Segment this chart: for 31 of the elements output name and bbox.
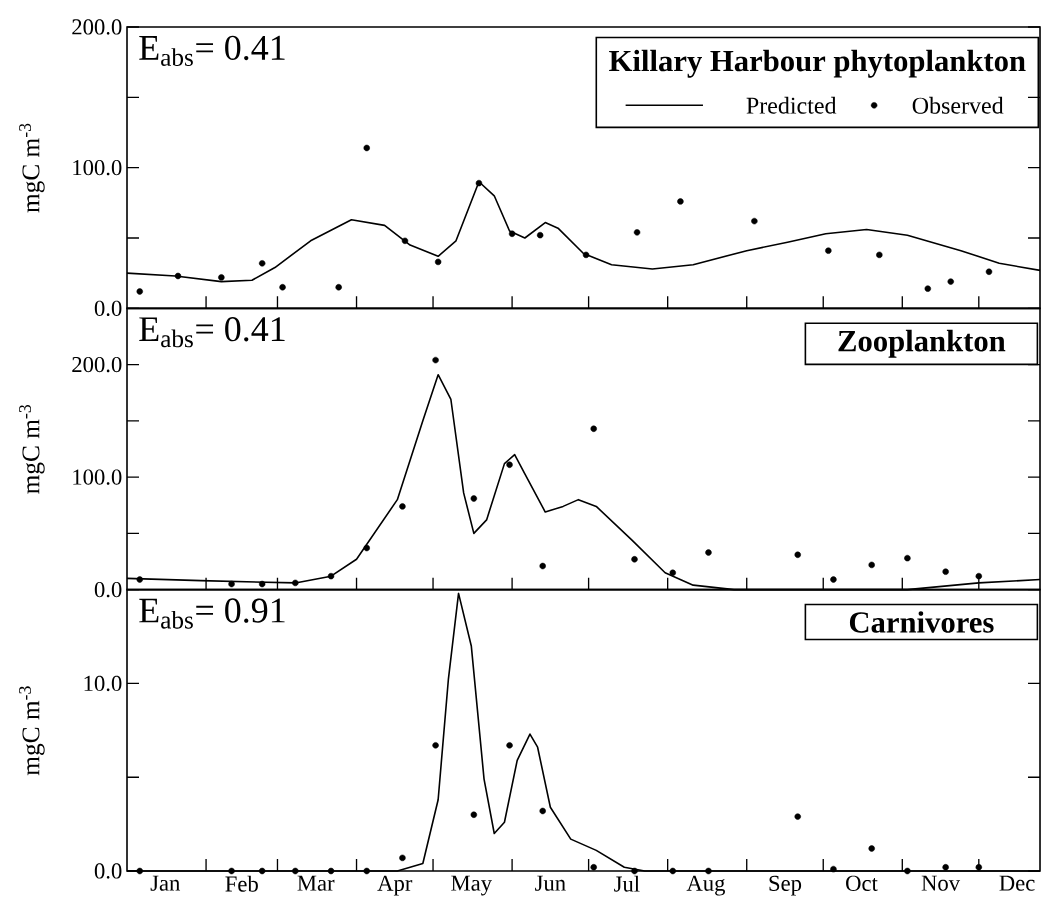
text: Carnivores (849, 611, 994, 633)
annotation: E$_{abs}$= 0.91 (139, 598, 285, 629)
x-tick-label: May (451, 875, 492, 896)
y-axis-title: mgC m$^{-3}$ (19, 404, 45, 494)
x-tick-label: Sep (769, 875, 802, 896)
x-tick-label: Apr (377, 875, 413, 896)
text: Killary Harbour phytoplankton (609, 49, 1026, 78)
x-tick-label: Mar (297, 875, 335, 891)
legend-label: Observed (912, 96, 1004, 114)
y-tick-label: 200.0 (72, 356, 122, 373)
y-tick-label: 0.0 (94, 300, 122, 317)
y-tick-label: 200.0 (72, 19, 122, 35)
legend-label: Predicted (746, 96, 837, 114)
x-tick-label: Jun (535, 875, 566, 891)
y-tick-label: 0.0 (94, 863, 122, 879)
y-axis-title: mgC m$^{-3}$ (19, 686, 45, 776)
x-tick-label: Jul (614, 875, 640, 892)
y-tick-label: 0.0 (94, 581, 122, 598)
y-tick-label: 10.0 (84, 675, 122, 692)
annotation: E$_{abs}$= 0.41 (139, 317, 285, 348)
x-tick-label: Aug (686, 875, 725, 896)
x-tick-label: Oct (846, 875, 878, 891)
x-tick-label: Jan (150, 875, 181, 891)
y-tick-label: 100.0 (73, 159, 122, 176)
annotation: E$_{abs}$= 0.41 (139, 35, 285, 66)
y-axis-title: mgC m$^{-3}$ (19, 123, 45, 213)
x-tick-label: Feb (225, 875, 258, 892)
y-tick-label: 100.0 (73, 469, 122, 485)
text: Zooplankton (838, 329, 1006, 358)
x-tick-label: Nov (921, 875, 961, 891)
x-tick-label: Dec (999, 875, 1035, 891)
